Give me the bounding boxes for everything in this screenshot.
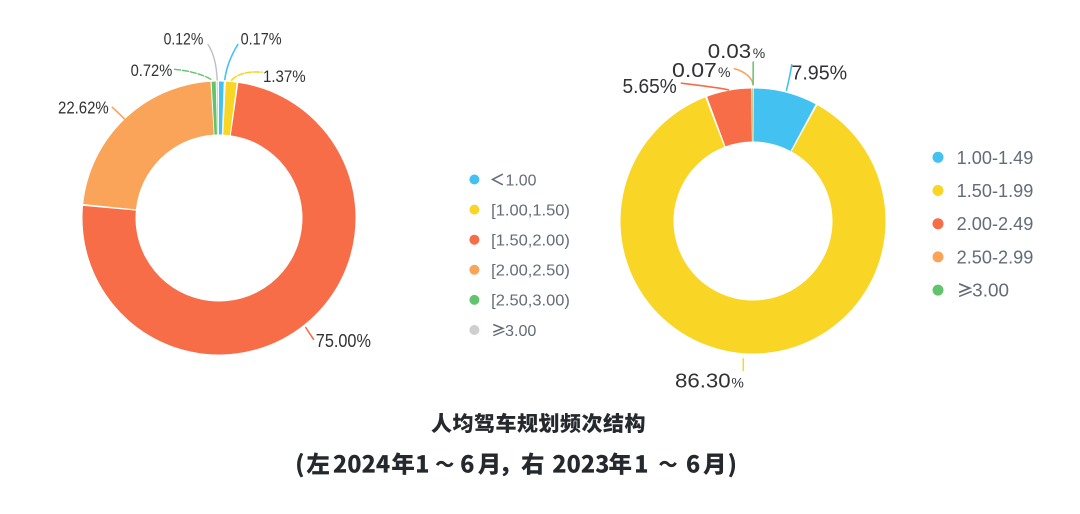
- svg-text:[1.50,2.00): [1.50,2.00): [491, 233, 570, 250]
- svg-text:0.72%: 0.72%: [131, 62, 173, 80]
- svg-text:7.95%: 7.95%: [791, 63, 847, 85]
- svg-text:[1.00,1.50): [1.00,1.50): [491, 202, 570, 219]
- svg-text:[2.00,2.50): [2.00,2.50): [491, 263, 570, 280]
- svg-text:0.17%: 0.17%: [241, 30, 282, 48]
- svg-text:%: %: [731, 374, 743, 390]
- svg-text:%: %: [718, 64, 730, 80]
- svg-text:22.62%: 22.62%: [58, 97, 109, 117]
- svg-text:0.03: 0.03: [708, 41, 751, 63]
- svg-text:1.50-1.99: 1.50-1.99: [957, 181, 1034, 201]
- svg-text:%: %: [753, 45, 765, 61]
- svg-text:[2.50,3.00): [2.50,3.00): [491, 293, 570, 310]
- svg-text:3.00: 3.00: [505, 323, 537, 340]
- svg-text:1.00: 1.00: [506, 172, 537, 189]
- svg-text:5.65%: 5.65%: [623, 76, 677, 98]
- svg-text:0.07: 0.07: [672, 60, 717, 82]
- svg-text:3.00: 3.00: [972, 281, 1009, 301]
- svg-text:0.12%: 0.12%: [164, 30, 204, 48]
- svg-text:2.50-2.99: 2.50-2.99: [957, 247, 1034, 267]
- svg-text:1.00-1.49: 1.00-1.49: [957, 148, 1034, 168]
- svg-text:75.00%: 75.00%: [316, 331, 371, 351]
- svg-text:86.30: 86.30: [675, 370, 731, 392]
- svg-text:1.37%: 1.37%: [263, 68, 306, 86]
- svg-text:2.00-2.49: 2.00-2.49: [957, 214, 1034, 234]
